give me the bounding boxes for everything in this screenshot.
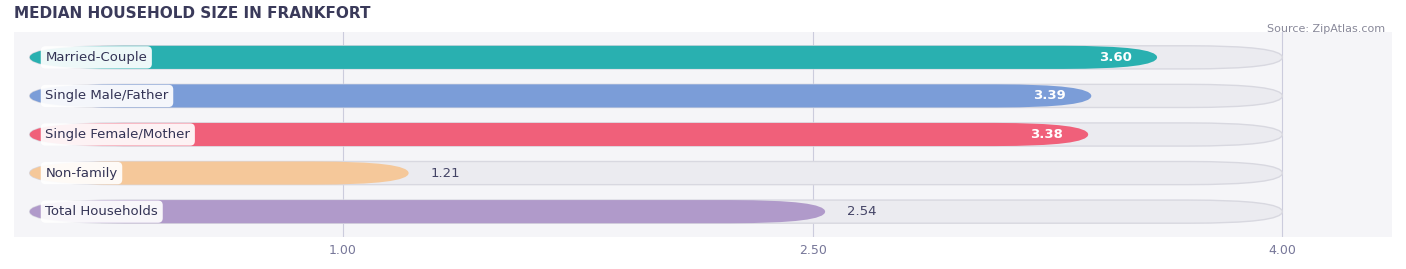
Text: 1.21: 1.21 [430,167,460,180]
FancyBboxPatch shape [30,46,1282,69]
FancyBboxPatch shape [30,123,1088,146]
Text: 2.54: 2.54 [846,205,876,218]
Text: Total Households: Total Households [45,205,157,218]
Text: Single Male/Father: Single Male/Father [45,89,169,102]
FancyBboxPatch shape [30,46,1157,69]
FancyBboxPatch shape [30,200,825,223]
Text: Single Female/Mother: Single Female/Mother [45,128,190,141]
FancyBboxPatch shape [30,123,1282,146]
FancyBboxPatch shape [30,200,1282,223]
Text: Source: ZipAtlas.com: Source: ZipAtlas.com [1267,24,1385,34]
Text: MEDIAN HOUSEHOLD SIZE IN FRANKFORT: MEDIAN HOUSEHOLD SIZE IN FRANKFORT [14,6,371,22]
Text: 3.39: 3.39 [1033,89,1066,102]
FancyBboxPatch shape [30,84,1091,108]
Text: Married-Couple: Married-Couple [45,51,148,64]
Text: 3.60: 3.60 [1099,51,1132,64]
Text: Non-family: Non-family [45,167,118,180]
FancyBboxPatch shape [30,161,1282,185]
Text: 3.38: 3.38 [1031,128,1063,141]
FancyBboxPatch shape [30,84,1282,108]
FancyBboxPatch shape [30,161,409,185]
